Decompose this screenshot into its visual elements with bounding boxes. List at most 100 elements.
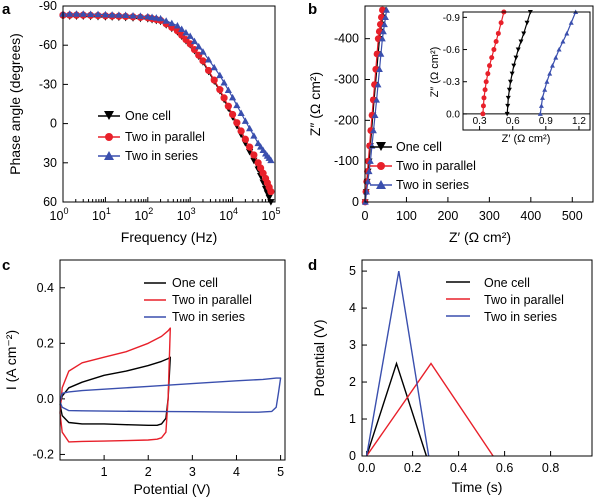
panel-b-inset-series-one-cell-point [513, 55, 519, 61]
panel-a-series-two-series-point [220, 79, 228, 86]
panel-b-xtick-label: 400 [520, 209, 541, 223]
panel-a-series-two-series-point [182, 28, 190, 36]
panel-a-series-two-series-point [199, 48, 207, 55]
panel-b-inset-series-two-series-point [538, 103, 544, 108]
panel-b-inset-series-two-series-point [564, 30, 570, 36]
panel-c-ylabel: I (A cm⁻²) [3, 330, 19, 390]
panel-b-inset-series-two-parallel-point [493, 39, 499, 44]
panel-b-inset-series-two-series-point [537, 111, 543, 116]
panel-a-series-two-parallel-point [229, 110, 237, 119]
panel-c-xtick-label: 2 [145, 465, 152, 479]
panel-a-ytick-label: -60 [39, 38, 57, 52]
panel-b-inset-series-one-cell-point [518, 39, 524, 44]
panel-a-plot-area: 100 101 102 103 104 105 -90 -60 -30 0 30 60 [39, 0, 281, 223]
legend-c-one-cell-label: One cell [172, 276, 218, 290]
panel-a-series-two-series-point [156, 14, 165, 22]
panel-a-series-two-series-point [79, 10, 87, 17]
panel-a-series-two-series-point [148, 13, 156, 20]
panel-a-series-two-series-point [122, 11, 130, 19]
panel-b-ytick-label: -400 [334, 32, 359, 46]
panel-d-xtick-label: 0.0 [358, 461, 375, 475]
panel-b-series-two-series-point [380, 28, 387, 35]
panel-b-inset-series-two-parallel-point [487, 63, 493, 69]
legend-c-parallel-label: Two in parallel [172, 293, 252, 307]
panel-b-series-two-series-point [382, 13, 389, 20]
panel-d-xlabel: Time (s) [452, 479, 503, 495]
panel-a-xlabel: Frequency (Hz) [121, 229, 217, 245]
panel-a-series-two-series-point [241, 117, 249, 124]
panel-b-xlabel: Z′ (Ω cm²) [449, 229, 511, 245]
panel-a-series-two-series-point [216, 71, 224, 79]
panel-b-inset-series-two-parallel-point [495, 30, 501, 36]
panel-a-series-two-series-point [250, 132, 258, 139]
panel-a-xtick-label: 100 [50, 206, 69, 223]
panel-b-xtick-label: 500 [562, 209, 583, 223]
panel-d: d 0.0 0.2 0.4 0.6 0.8 0 1 2 3 4 5 Time (s) Potenti… [308, 257, 593, 495]
panel-b-inset-series-one-cell-point [505, 103, 511, 109]
panel-b-legend: One cell Two in parallel Two in series [370, 140, 476, 192]
legend-a-parallel-label: Two in parallel [125, 130, 205, 144]
panel-a-xtick-label: 103 [177, 206, 196, 223]
panel-a-ytick-label: -30 [39, 77, 57, 91]
panel-a-series-two-series-point [178, 25, 186, 32]
panel-b-inset-series-two-series-point [542, 87, 548, 92]
panel-a-series-two-parallel-point [204, 66, 213, 75]
panel-a-letter: a [2, 1, 11, 18]
panel-b-ytick-label: 0 [352, 195, 359, 209]
panel-b-series-two-series-point [379, 35, 386, 42]
legend-b-one-cell-marker [376, 142, 386, 151]
panel-b-series-two-series-point [364, 178, 372, 185]
panel-a-ytick-label: 30 [43, 156, 57, 170]
panel-c-legend: One cell Two in parallel Two in series [144, 276, 252, 324]
panel-a-series-two-series-point [129, 11, 137, 19]
panel-b-inset: 0.3 0.6 0.9 1.2 0.0 -0.3 -0.6 -0.9 Z′ (Ω cm²) Z… [429, 9, 591, 145]
panel-a-series-two-series-point [195, 42, 203, 50]
panel-b-inset-series-two-series-point [556, 47, 562, 52]
panel-b-series-two-series-point [373, 96, 381, 103]
panel-b-inset-series-two-parallel-point [491, 47, 497, 53]
panel-d-ylabel: Potential (V) [311, 319, 327, 396]
panel-b-series-two-series-point [376, 65, 383, 73]
panel-b-xtick-label: 200 [437, 209, 458, 223]
legend-b-series-label: Two in series [396, 178, 469, 192]
panel-a-series-two-series-point [115, 11, 123, 18]
panel-a-series-two-parallel-point [267, 187, 275, 196]
panel-b-series-two-series-point [377, 50, 385, 57]
panel-b-ytick-label: -200 [334, 113, 359, 127]
panel-a-legend: One cell Two in parallel Two in series [98, 109, 205, 163]
panel-a-series-two-series-point [246, 124, 254, 132]
panel-b-inset-series-two-parallel-point [498, 20, 504, 26]
panel-d-plot-area: 0.0 0.2 0.4 0.6 0.8 0 1 2 3 4 5 [349, 264, 559, 475]
panel-b-inset-series-one-cell-point [504, 111, 510, 117]
panel-c-frame [59, 259, 286, 461]
panel-c-series-two-series-line [59, 377, 282, 413]
panel-c: c 1 2 3 4 5 -0.2 0.0 0.2 0.4 Potential (V) I (A … [2, 257, 286, 497]
panel-b-inset-xtick-label: 0.9 [539, 116, 553, 127]
panel-b-ylabel: Z″ (Ω cm²) [307, 72, 323, 136]
panel-b-inset-series-two-parallel-point [480, 111, 486, 117]
panel-a-series-one-cell-point [265, 194, 273, 202]
panel-c-xtick-label: 4 [233, 465, 240, 479]
panel-b-inset-series-two-parallel-point [489, 55, 495, 61]
panel-b-series-two-series-point [366, 157, 374, 164]
panel-d-ytick-label: 2 [349, 375, 356, 389]
panel-a-series-two-series-point [229, 93, 237, 101]
panel-c-xlabel: Potential (V) [133, 481, 210, 497]
legend-a-series-marker [104, 151, 114, 160]
panel-a: a 100 101 102 103 104 105 -90 -60 -30 0 30 60 Frequ… [2, 0, 280, 245]
panel-b-inset-ytick-label: -0.9 [443, 13, 461, 24]
panel-b-inset-series-two-parallel-point [482, 87, 488, 93]
panel-b-series-two-series-point [371, 111, 379, 118]
panel-b-series-two-series-point [374, 81, 382, 88]
panel-a-ytick-label: 60 [43, 195, 57, 209]
panel-b-inset-series-two-series-point [544, 79, 550, 84]
panel-a-series-two-parallel-point [241, 135, 249, 143]
panel-d-ytick-label: 3 [349, 338, 356, 352]
panel-b-inset-ytick-label: 0.0 [446, 109, 460, 120]
panel-a-series-two-series-point [237, 109, 245, 117]
legend-c-series-label: Two in series [172, 310, 245, 324]
panel-c-xtick-label: 1 [101, 465, 108, 479]
panel-b-xtick-label: 0 [362, 209, 369, 223]
panel-d-ytick-label: 5 [349, 264, 356, 278]
panel-b-inset-series-one-cell-point [505, 95, 511, 101]
